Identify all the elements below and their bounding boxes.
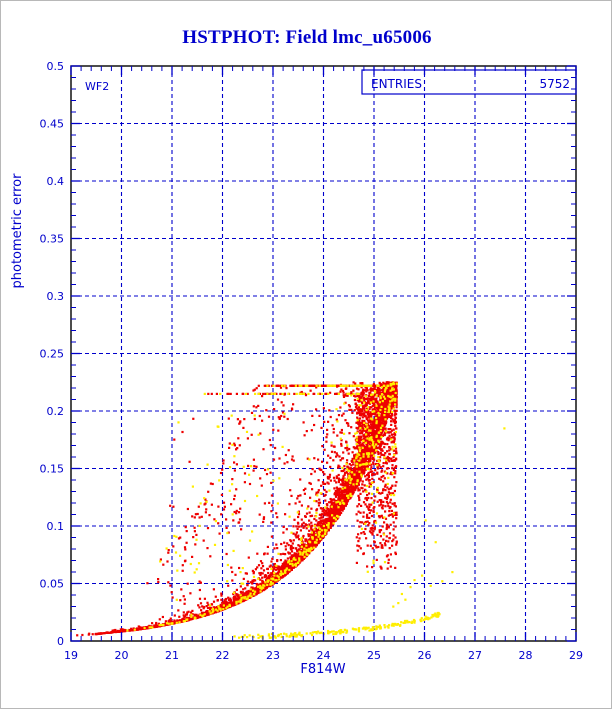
x-tick-label: 22 (216, 649, 230, 662)
y-axis-title: photometric error (10, 173, 25, 289)
x-tick-label: 20 (115, 649, 129, 662)
panel-label-wf2: WF2 (85, 80, 109, 93)
x-tick-label: 27 (468, 649, 482, 662)
x-tick-label: 21 (165, 649, 179, 662)
y-tick-label: 0.15 (40, 463, 65, 476)
y-tick-label: 0.5 (47, 60, 65, 73)
x-axis-title: F814W (300, 662, 345, 677)
x-tick-label: 29 (569, 649, 583, 662)
x-tick-label: 25 (367, 649, 381, 662)
stats-entries-label: ENTRIES (371, 77, 422, 91)
y-tick-label: 0.1 (47, 520, 65, 533)
y-tick-label: 0.05 (40, 578, 65, 591)
y-tick-label: 0.2 (47, 405, 65, 418)
x-tick-label: 19 (64, 649, 78, 662)
y-tick-label: 0.35 (40, 233, 65, 246)
stats-entries-value: 5752 (539, 77, 570, 91)
x-tick-label: 23 (266, 649, 280, 662)
y-tick-label: 0.3 (47, 290, 65, 303)
y-tick-label: 0.45 (40, 118, 65, 131)
y-tick-label: 0.25 (40, 348, 65, 361)
x-tick-label: 28 (519, 649, 533, 662)
y-axis-tick-labels: 0 0.05 0.1 0.15 0.2 0.25 0.3 0.35 0.4 0.45 0.5 (40, 60, 65, 648)
x-tick-label: 24 (317, 649, 331, 662)
x-axis-tick-labels: 19 20 21 22 23 24 25 26 27 28 29 (64, 649, 583, 662)
y-tick-label: 0 (57, 635, 64, 648)
y-tick-label: 0.4 (47, 175, 65, 188)
x-tick-label: 26 (418, 649, 432, 662)
